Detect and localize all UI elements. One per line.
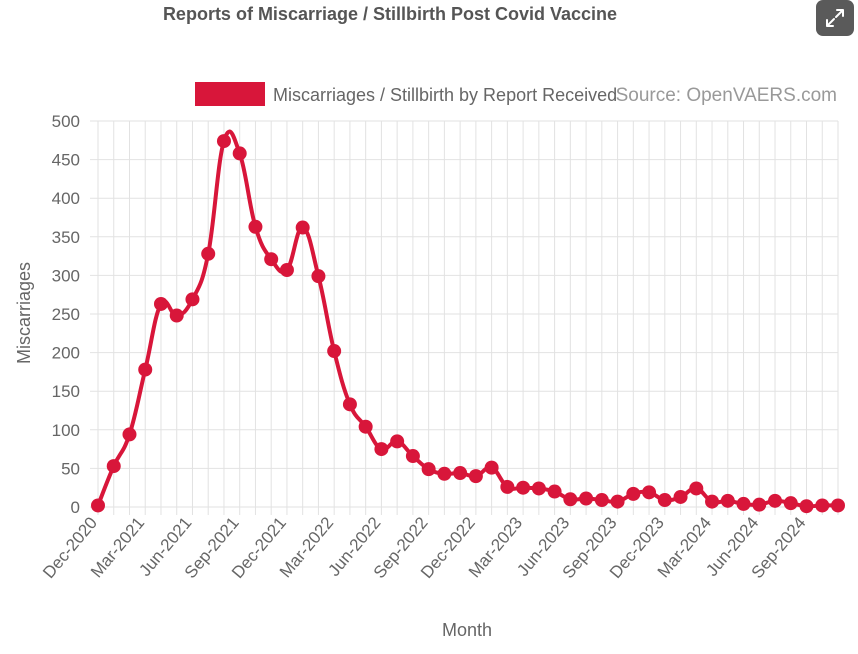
data-point[interactable] [327, 344, 342, 359]
data-point[interactable] [768, 493, 783, 508]
y-tick-label: 400 [52, 189, 80, 208]
data-point[interactable] [421, 462, 436, 477]
source-label: Source: OpenVAERS.com [616, 85, 837, 106]
data-point[interactable] [547, 484, 562, 499]
data-point[interactable] [91, 498, 105, 513]
data-point[interactable] [516, 480, 531, 495]
data-point[interactable] [358, 419, 373, 434]
y-tick-label: 300 [52, 266, 80, 285]
data-point[interactable] [579, 491, 594, 506]
data-point[interactable] [468, 469, 483, 484]
data-point[interactable] [169, 308, 184, 323]
data-point[interactable] [374, 442, 389, 457]
data-point[interactable] [342, 397, 357, 412]
data-point[interactable] [279, 262, 294, 277]
data-point[interactable] [390, 434, 405, 449]
y-tick-label: 200 [52, 344, 80, 363]
data-point[interactable] [642, 485, 657, 500]
data-point[interactable] [720, 493, 735, 508]
data-point[interactable] [673, 489, 688, 504]
data-point[interactable] [626, 486, 641, 501]
data-point[interactable] [405, 449, 420, 464]
legend-swatch [195, 82, 265, 106]
y-tick-label: 250 [52, 305, 80, 324]
y-axis-ticks: 0 50 100 150 200 250 300 350 400 450 500 [52, 112, 80, 517]
data-point[interactable] [153, 296, 168, 311]
y-tick-label: 0 [71, 498, 80, 517]
data-point[interactable] [657, 493, 672, 508]
data-point[interactable] [264, 252, 279, 267]
data-point[interactable] [705, 494, 720, 509]
data-point[interactable] [563, 492, 578, 507]
data-point[interactable] [295, 220, 310, 235]
y-tick-label: 500 [52, 112, 80, 131]
data-point[interactable] [106, 459, 121, 474]
data-point[interactable] [783, 496, 798, 511]
y-tick-label: 450 [52, 151, 80, 170]
data-point[interactable] [531, 481, 546, 496]
y-tick-label: 150 [52, 382, 80, 401]
y-tick-label: 100 [52, 421, 80, 440]
data-point[interactable] [311, 269, 326, 284]
data-point[interactable] [248, 219, 263, 234]
y-axis-title: Miscarriages [14, 262, 34, 364]
y-tick-label: 350 [52, 228, 80, 247]
data-point[interactable] [453, 466, 468, 481]
data-point[interactable] [689, 481, 704, 496]
data-point[interactable] [831, 498, 845, 513]
data-point[interactable] [216, 134, 231, 149]
data-point[interactable] [185, 292, 200, 307]
data-point[interactable] [232, 146, 247, 161]
data-point[interactable] [122, 427, 137, 442]
data-point[interactable] [201, 246, 216, 261]
x-axis-title: Month [442, 620, 492, 640]
chart-title: Reports of Miscarriage / Stillbirth Post… [162, 4, 618, 24]
data-point[interactable] [437, 466, 452, 481]
data-point[interactable] [610, 494, 625, 509]
data-point[interactable] [799, 499, 814, 514]
data-point[interactable] [594, 493, 609, 508]
data-point[interactable] [484, 460, 499, 475]
expand-arrows-icon [826, 9, 844, 27]
series-line [96, 129, 839, 509]
grid [90, 120, 839, 515]
data-point[interactable] [138, 362, 153, 377]
legend-label[interactable]: Miscarriages / Stillbirth by Report Rece… [273, 85, 617, 105]
data-point[interactable] [736, 496, 751, 511]
data-point[interactable] [500, 479, 515, 494]
expand-button[interactable] [816, 0, 854, 36]
series [91, 129, 845, 514]
data-point[interactable] [752, 497, 767, 512]
y-tick-label: 50 [61, 459, 80, 478]
data-point[interactable] [815, 498, 830, 513]
x-axis-ticks: Dec-2020Mar-2021Jun-2021Sep-2021Dec-2021… [39, 513, 809, 582]
